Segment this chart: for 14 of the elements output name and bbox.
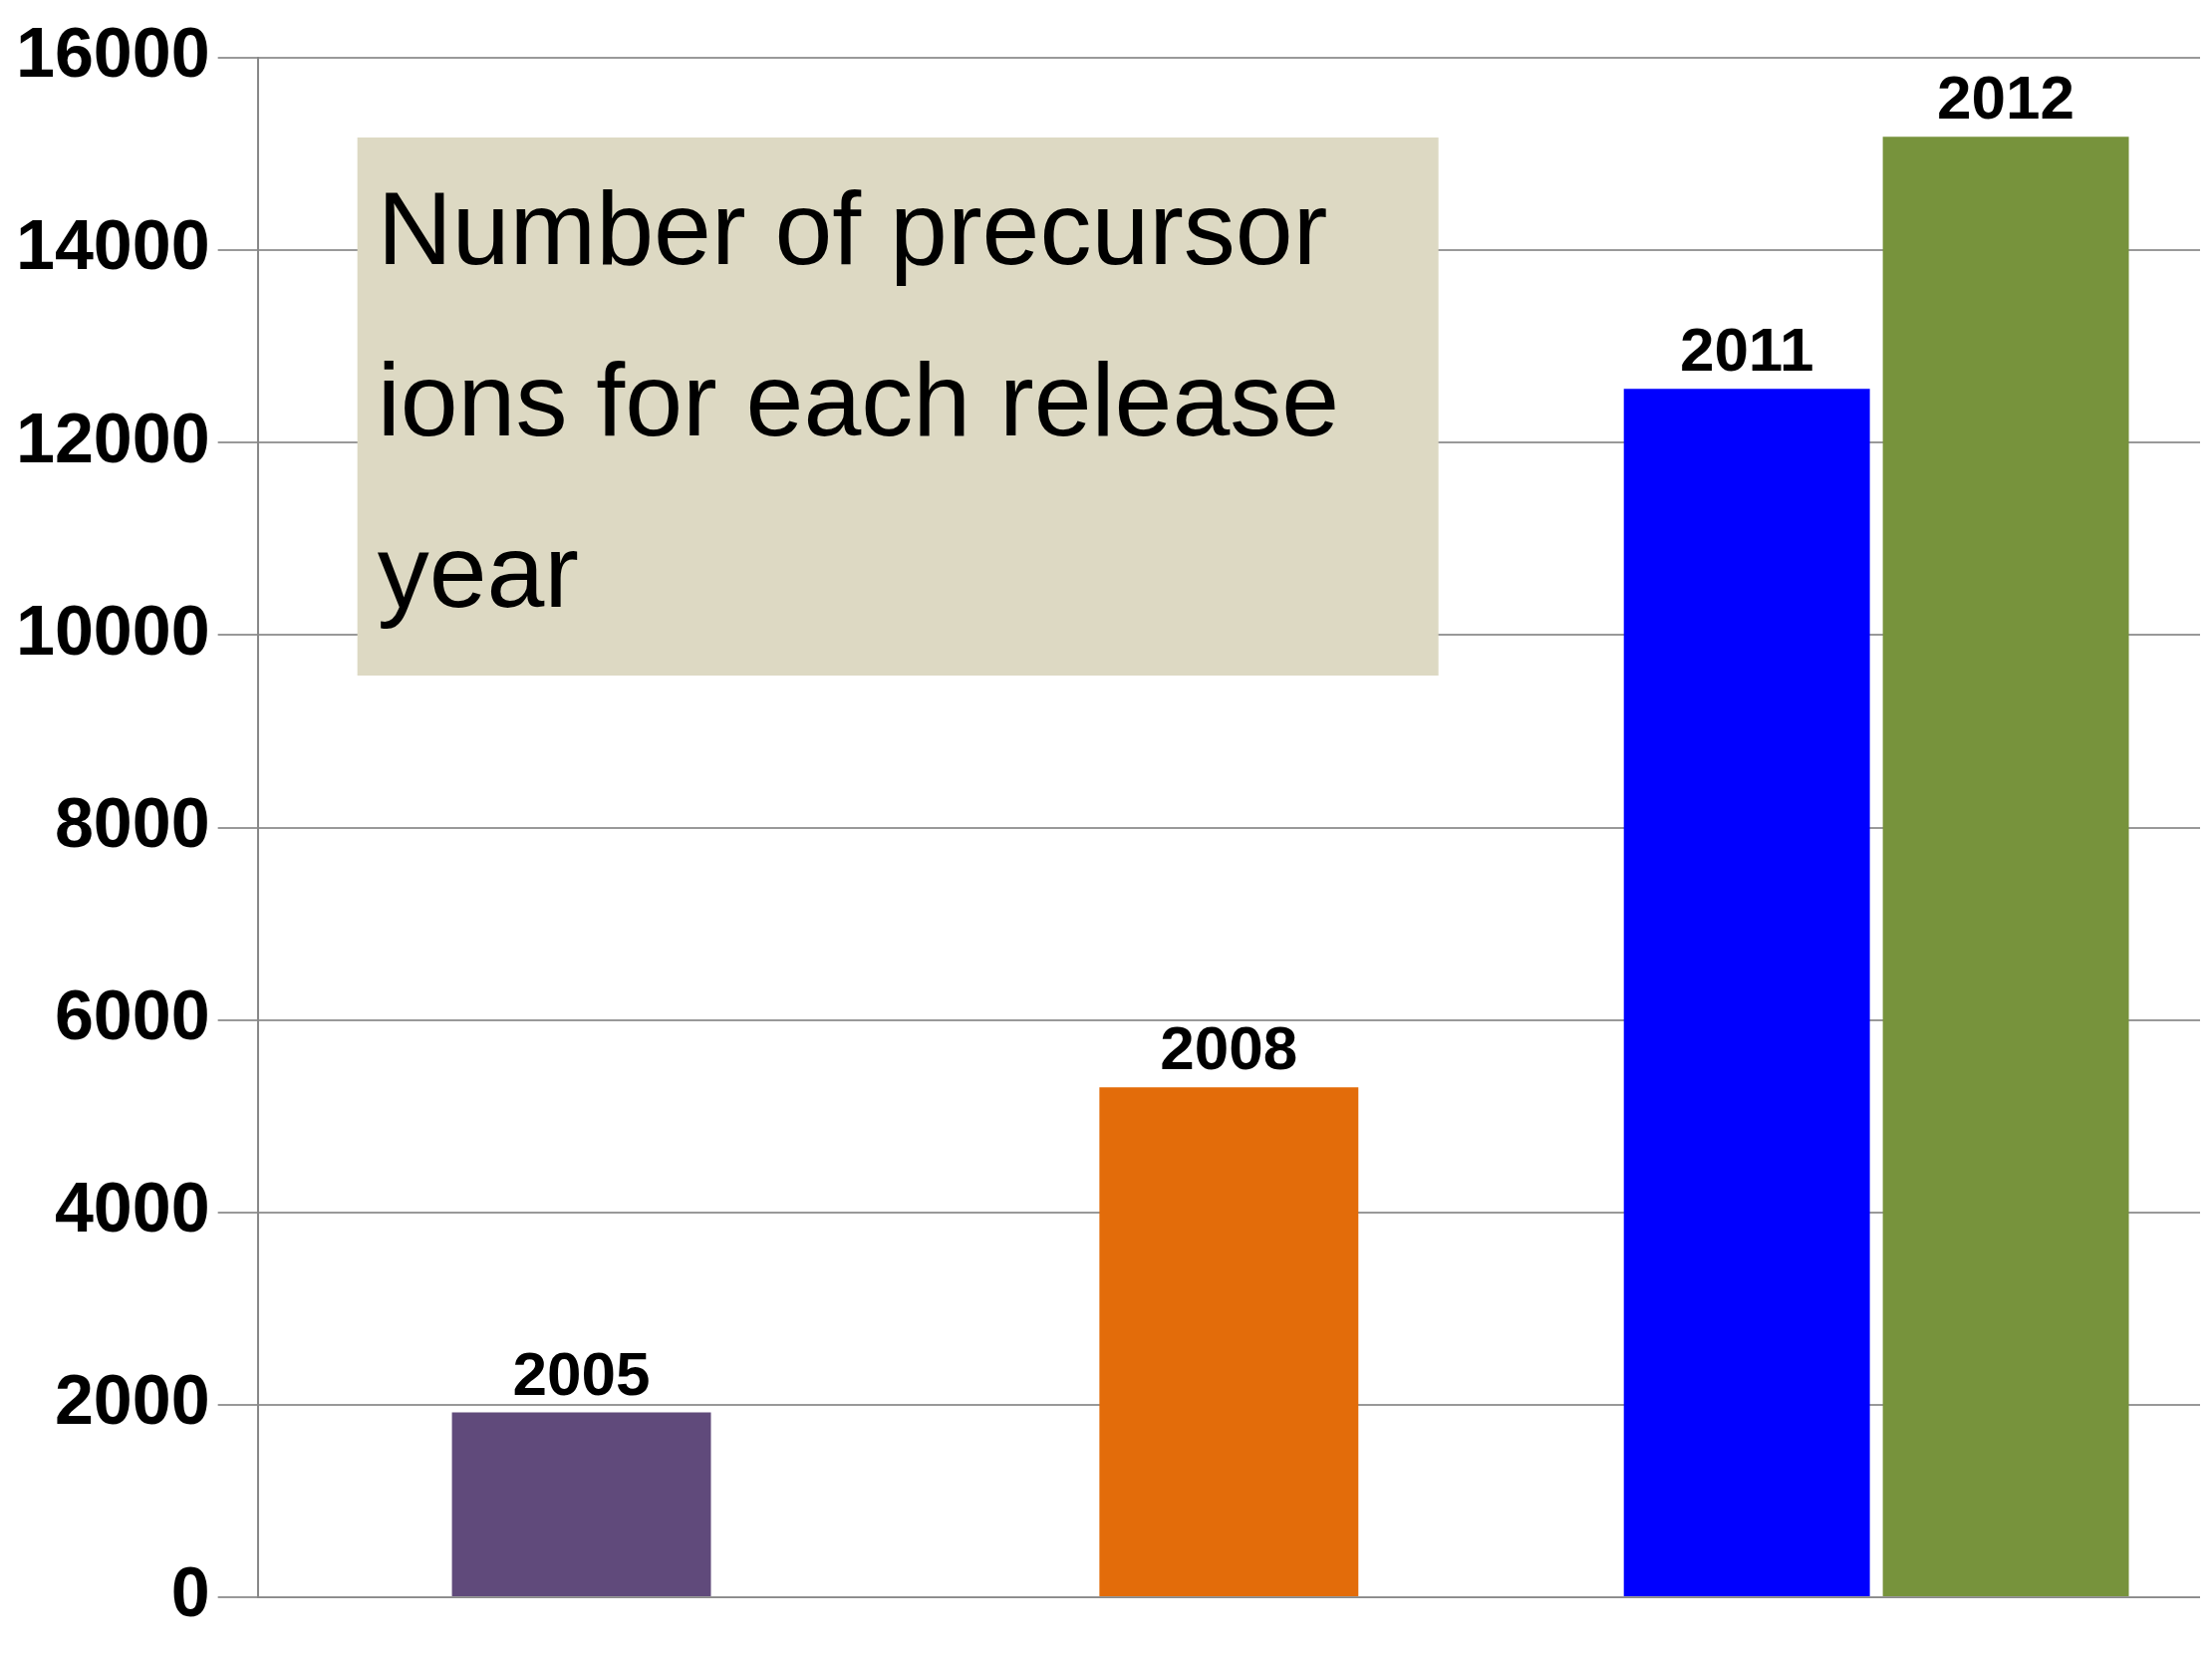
y-tick-label: 8000 [54,783,210,862]
y-tick-label: 6000 [54,975,210,1054]
y-tick-label: 12000 [16,399,210,477]
y-tick-label: 4000 [54,1169,210,1247]
series-label: 2011 [1679,315,1814,385]
y-tick-label: 16000 [16,14,210,93]
y-tick-label: 14000 [16,206,210,285]
series-label: 2012 [1937,63,2075,133]
y-tick-label: 0 [170,1553,210,1632]
series-label: 2008 [1160,1013,1298,1083]
series-label: 2005 [512,1338,651,1408]
text: Number of precursor ions for each release year [377,169,1340,629]
y-tick-label: 10000 [16,591,210,670]
y-tick-label: 2000 [54,1361,210,1440]
